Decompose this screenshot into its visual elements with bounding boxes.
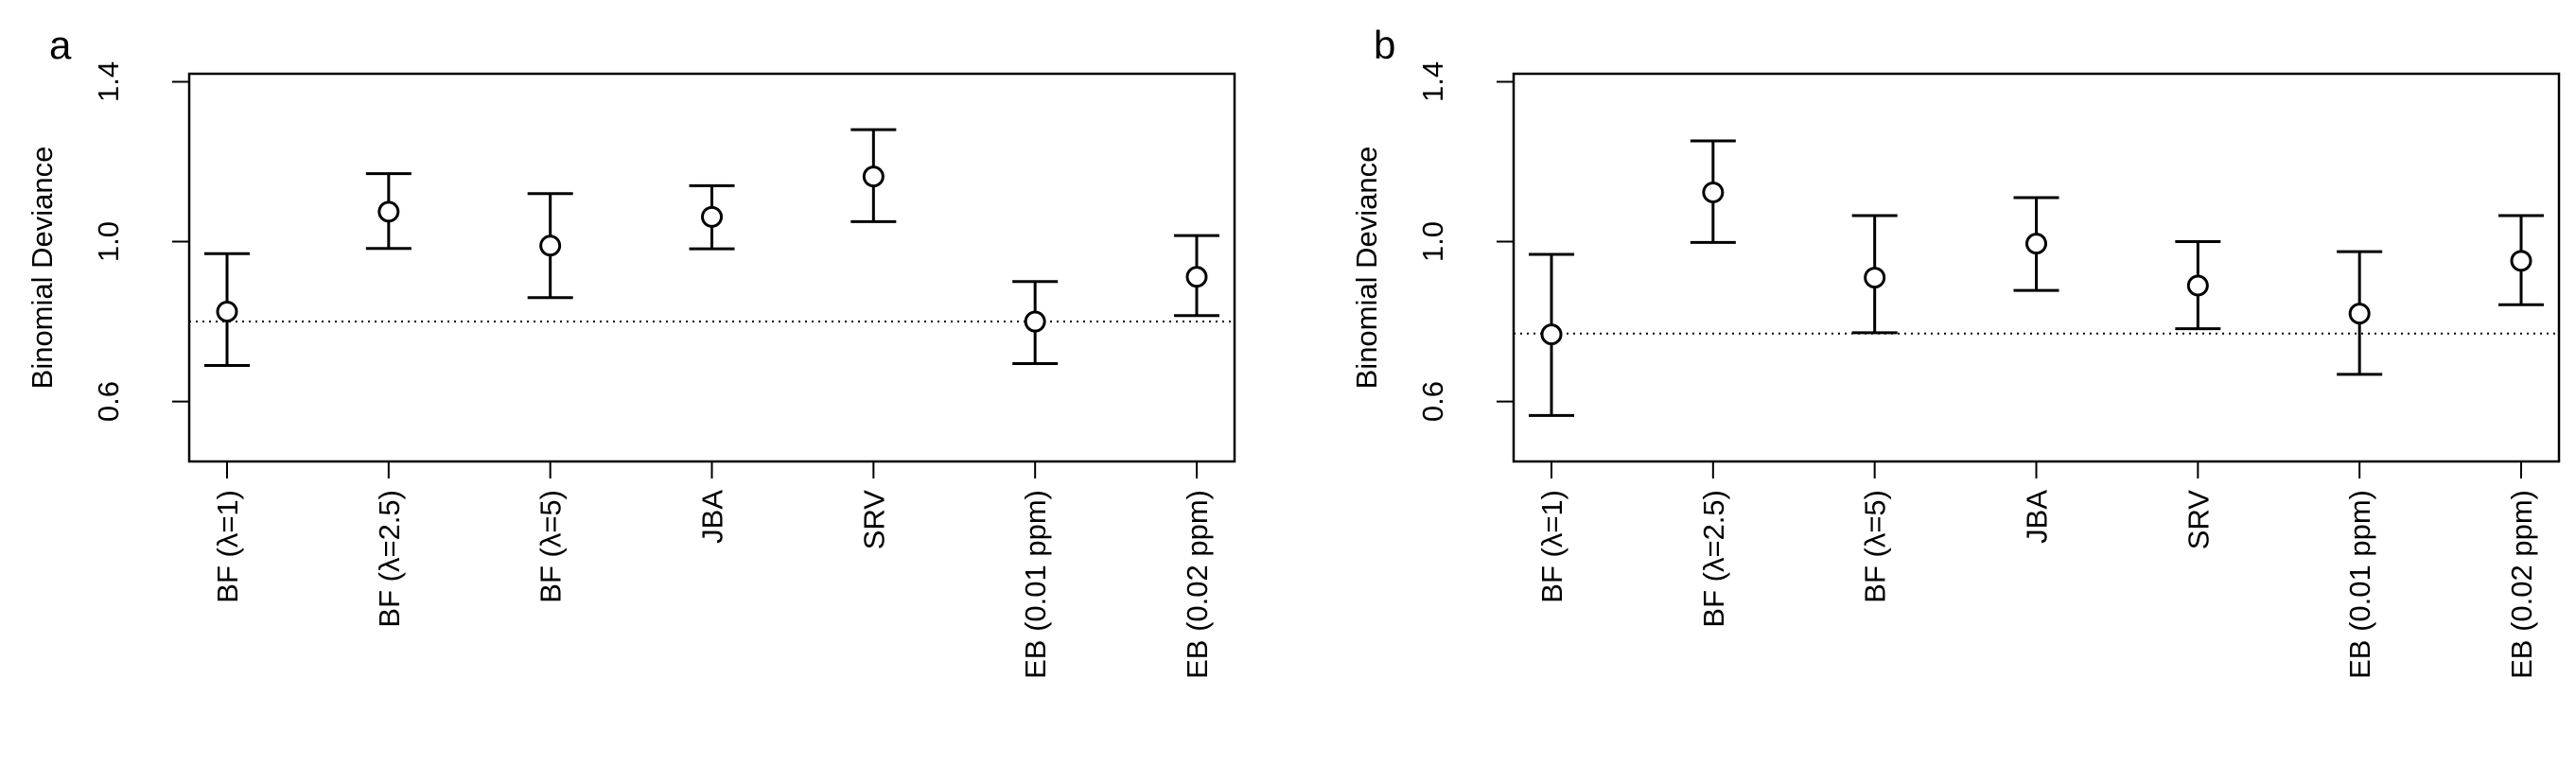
x-tick-label: BF (λ=1) xyxy=(211,490,244,603)
x-tick-label: JBA xyxy=(696,490,729,544)
plot-frame xyxy=(187,72,1236,463)
y-tick-label: 1.4 xyxy=(1416,61,1449,102)
data-point xyxy=(1702,182,1725,204)
data-point xyxy=(1540,323,1563,346)
x-tick-label: BF (λ=2.5) xyxy=(1697,490,1730,628)
panel-a: a 0.6 1.0 1.4 Binomial Deviance BF (λ=1) BF (… xyxy=(26,23,1236,679)
x-tick-label: EB (0.02 ppm) xyxy=(1181,490,1214,679)
x-tick-label: EB (0.01 ppm) xyxy=(2343,490,2376,679)
panel-b: b 0.6 1.0 1.4 Binomial Deviance BF (λ=1) BF (… xyxy=(1350,23,2561,679)
x-tick-label: JBA xyxy=(2021,490,2054,544)
data-point xyxy=(539,235,562,257)
panel-label-a: a xyxy=(49,23,72,67)
data-point xyxy=(2186,274,2209,297)
x-tick-label: BF (λ=5) xyxy=(534,490,568,603)
data-point xyxy=(2510,250,2532,272)
x-tick-label: EB (0.02 ppm) xyxy=(2505,490,2538,679)
x-tick-label: EB (0.01 ppm) xyxy=(1019,490,1052,679)
x-tick-label: SRV xyxy=(2182,490,2215,550)
panel-label-b: b xyxy=(1374,23,1395,67)
data-point xyxy=(1864,267,1886,289)
x-tick-label: BF (λ=1) xyxy=(1535,490,1568,603)
data-point xyxy=(2348,303,2371,325)
data-point xyxy=(2025,233,2047,255)
y-tick-label: 1.0 xyxy=(92,221,125,262)
y-tick-label: 0.6 xyxy=(1416,381,1449,422)
y-axis-title: Binomial Deviance xyxy=(1350,147,1383,390)
y-tick-label: 1.0 xyxy=(1416,221,1449,262)
x-tick-label: BF (λ=2.5) xyxy=(373,490,406,628)
y-axis-title: Binomial Deviance xyxy=(26,147,59,390)
data-point xyxy=(1185,266,1208,288)
y-tick-label: 1.4 xyxy=(92,61,125,102)
data-point xyxy=(862,165,885,188)
y-tick-label: 0.6 xyxy=(92,381,125,422)
data-point xyxy=(701,205,723,228)
x-tick-label: SRV xyxy=(857,490,890,550)
x-tick-label: BF (λ=5) xyxy=(1859,490,1892,603)
data-point xyxy=(1024,310,1046,333)
data-point xyxy=(216,300,238,322)
data-point xyxy=(377,200,400,223)
